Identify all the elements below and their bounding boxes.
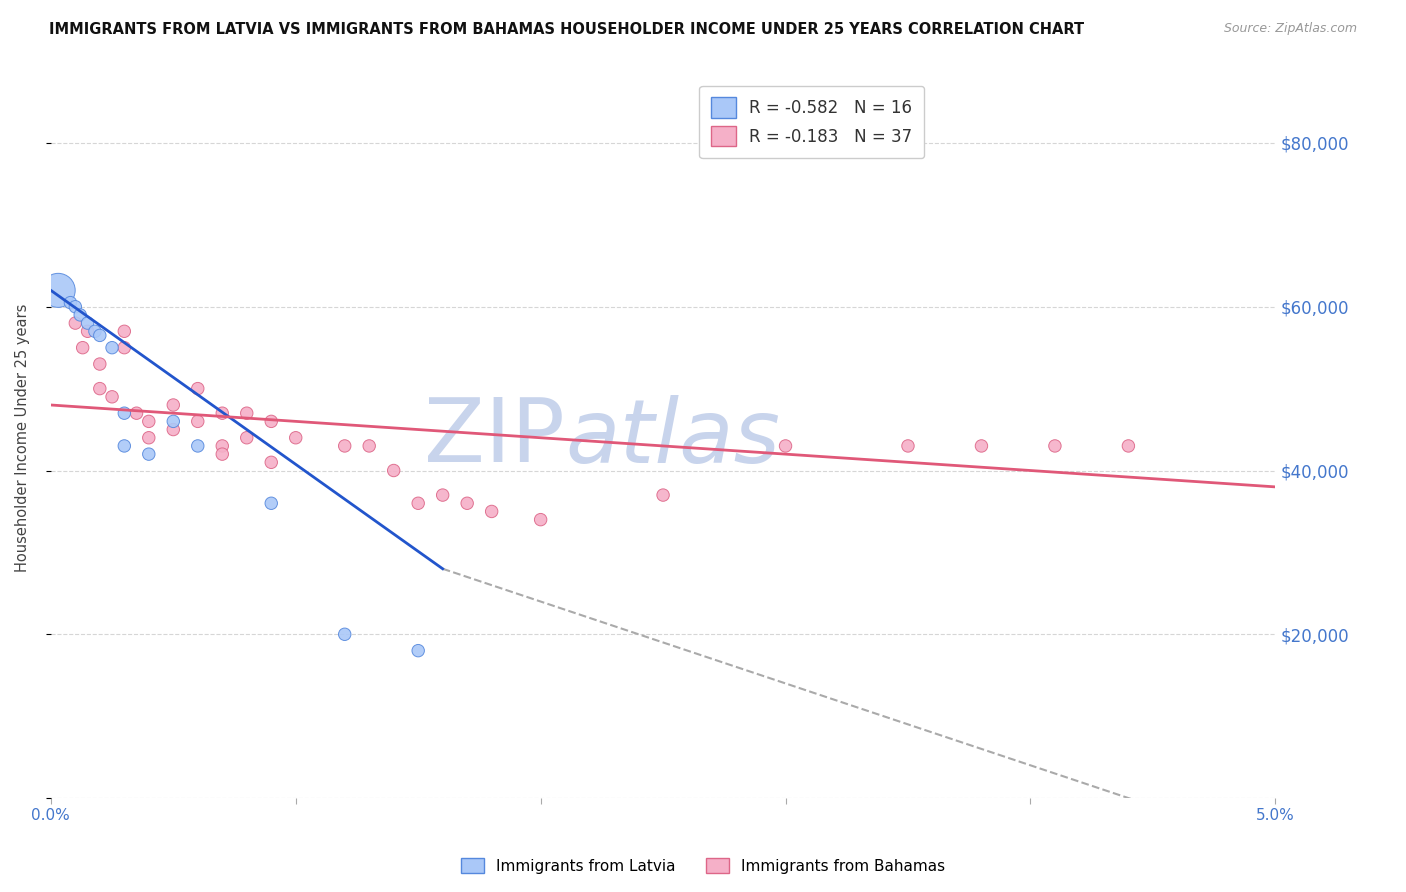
Point: [284, 431, 307, 445]
Point: [406, 496, 429, 510]
Point: [46, 284, 69, 298]
Point: [112, 341, 135, 355]
Point: [162, 423, 184, 437]
Point: [69, 308, 91, 322]
Point: [101, 390, 124, 404]
Point: [162, 414, 184, 428]
Point: [236, 406, 259, 420]
Point: [897, 439, 920, 453]
Text: atlas: atlas: [565, 395, 780, 481]
Point: [970, 439, 993, 453]
Point: [652, 488, 675, 502]
Point: [89, 328, 111, 343]
Y-axis label: Householder Income Under 25 years: Householder Income Under 25 years: [15, 303, 30, 572]
Point: [76, 316, 98, 330]
Point: [101, 341, 124, 355]
Point: [125, 406, 148, 420]
Point: [359, 439, 381, 453]
Point: [236, 431, 259, 445]
Text: IMMIGRANTS FROM LATVIA VS IMMIGRANTS FROM BAHAMAS HOUSEHOLDER INCOME UNDER 25 YE: IMMIGRANTS FROM LATVIA VS IMMIGRANTS FRO…: [49, 22, 1084, 37]
Point: [187, 439, 209, 453]
Point: [406, 643, 429, 657]
Point: [72, 341, 94, 355]
Point: [530, 513, 553, 527]
Point: [59, 295, 82, 310]
Point: [211, 406, 233, 420]
Point: [84, 324, 107, 338]
Point: [138, 431, 160, 445]
Point: [260, 496, 283, 510]
Point: [187, 382, 209, 396]
Text: ZIP: ZIP: [425, 394, 565, 482]
Point: [65, 316, 87, 330]
Point: [112, 406, 135, 420]
Text: Source: ZipAtlas.com: Source: ZipAtlas.com: [1223, 22, 1357, 36]
Point: [333, 627, 356, 641]
Point: [260, 414, 283, 428]
Point: [382, 463, 405, 477]
Legend: R = -0.582   N = 16, R = -0.183   N = 37: R = -0.582 N = 16, R = -0.183 N = 37: [699, 86, 924, 158]
Point: [1118, 439, 1140, 453]
Point: [211, 439, 233, 453]
Point: [138, 447, 160, 461]
Point: [481, 504, 503, 518]
Point: [65, 300, 87, 314]
Point: [211, 447, 233, 461]
Point: [112, 324, 135, 338]
Point: [333, 439, 356, 453]
Point: [1043, 439, 1066, 453]
Point: [260, 455, 283, 469]
Legend: Immigrants from Latvia, Immigrants from Bahamas: Immigrants from Latvia, Immigrants from …: [454, 852, 952, 880]
Point: [456, 496, 478, 510]
Point: [112, 439, 135, 453]
Point: [162, 398, 184, 412]
Point: [432, 488, 454, 502]
Point: [89, 357, 111, 371]
Point: [76, 324, 98, 338]
Point: [775, 439, 797, 453]
Point: [187, 414, 209, 428]
Point: [138, 414, 160, 428]
Point: [89, 382, 111, 396]
